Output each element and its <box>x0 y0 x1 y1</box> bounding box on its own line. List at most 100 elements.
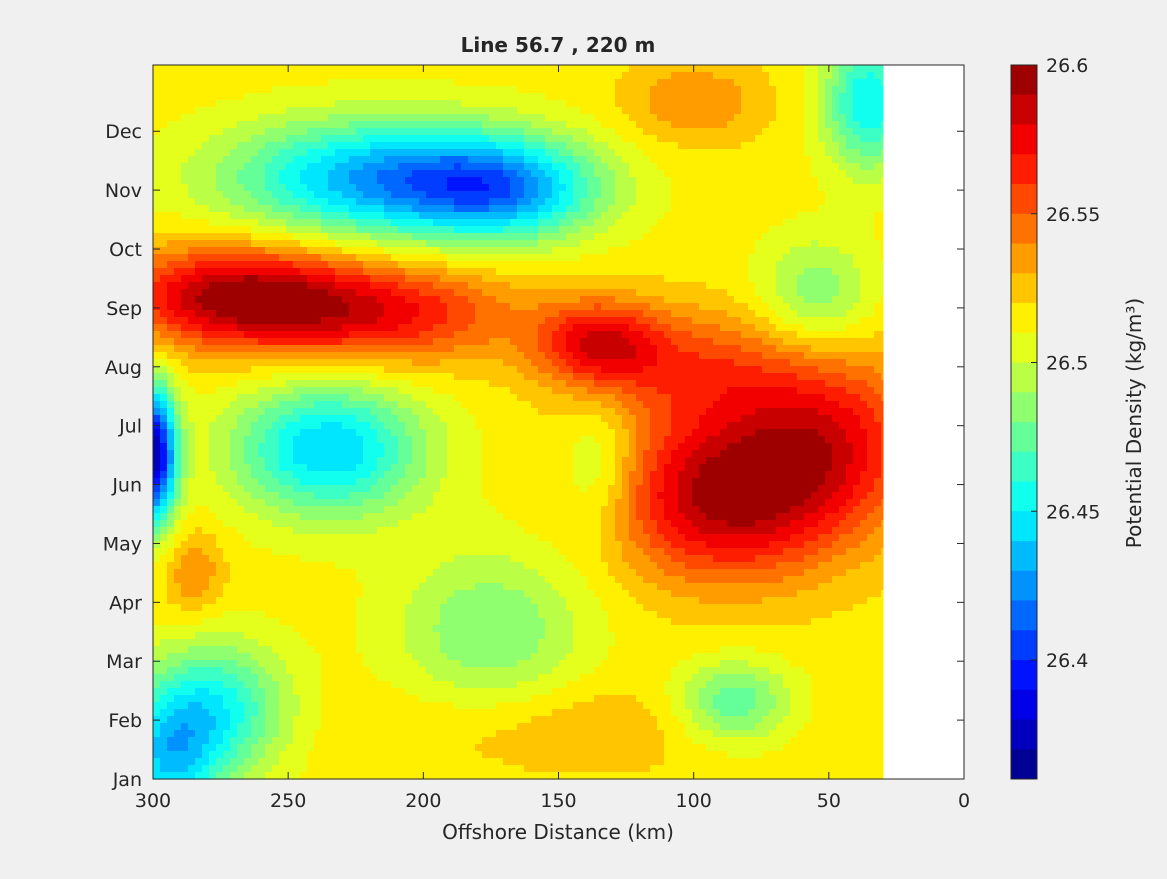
contour-cell <box>321 121 329 129</box>
contour-cell <box>524 331 532 339</box>
contour-cell <box>601 345 609 353</box>
contour-cell <box>272 373 280 381</box>
contour-cell <box>825 373 833 381</box>
contour-cell <box>657 212 665 220</box>
contour-cell <box>517 107 525 115</box>
contour-cell <box>832 86 840 94</box>
contour-cell <box>608 198 616 206</box>
contour-cell <box>468 296 476 304</box>
contour-cell <box>874 366 882 374</box>
contour-cell <box>209 345 217 353</box>
contour-cell <box>510 310 518 318</box>
contour-cell <box>174 310 182 318</box>
contour-cell <box>783 352 791 360</box>
contour-cell <box>657 373 665 381</box>
contour-cell <box>223 275 231 283</box>
contour-cell <box>587 275 595 283</box>
contour-cell <box>587 303 595 311</box>
contour-cell <box>531 240 539 248</box>
contour-cell <box>160 254 168 262</box>
contour-cell <box>552 149 560 157</box>
contour-cell <box>699 261 707 269</box>
contour-cell <box>832 296 840 304</box>
contour-cell <box>223 254 231 262</box>
contour-cell <box>545 128 553 136</box>
contour-cell <box>384 296 392 304</box>
contour-cell <box>300 394 308 402</box>
contour-cell <box>755 352 763 360</box>
contour-cell <box>188 240 196 248</box>
contour-cell <box>629 247 637 255</box>
contour-cell <box>370 303 378 311</box>
contour-cell <box>727 163 735 171</box>
contour-cell <box>419 289 427 297</box>
contour-cell <box>293 387 301 395</box>
contour-cell <box>405 345 413 353</box>
contour-cell <box>510 394 518 402</box>
contour-cell <box>860 324 868 332</box>
contour-cell <box>853 100 861 108</box>
contour-cell <box>776 324 784 332</box>
contour-cell <box>853 198 861 206</box>
contour-cell <box>468 212 476 220</box>
contour-cell <box>188 65 196 73</box>
contour-cell <box>587 198 595 206</box>
contour-cell <box>391 359 399 367</box>
contour-cell <box>160 191 168 199</box>
contour-cell <box>685 310 693 318</box>
contour-cell <box>335 163 343 171</box>
contour-cell <box>853 380 861 388</box>
contour-cell <box>671 135 679 143</box>
contour-cell <box>216 324 224 332</box>
contour-cell <box>160 128 168 136</box>
contour-cell <box>167 380 175 388</box>
contour-cell <box>636 170 644 178</box>
contour-cell <box>251 191 259 199</box>
contour-cell <box>692 240 700 248</box>
contour-cell <box>755 86 763 94</box>
contour-cell <box>251 93 259 101</box>
contour-cell <box>804 247 812 255</box>
contour-cell <box>209 107 217 115</box>
contour-cell <box>230 303 238 311</box>
contour-cell <box>559 289 567 297</box>
contour-cell <box>370 86 378 94</box>
contour-cell <box>552 128 560 136</box>
contour-cell <box>594 282 602 290</box>
contour-cell <box>496 170 504 178</box>
contour-cell <box>167 366 175 374</box>
contour-cell <box>447 352 455 360</box>
contour-cell <box>790 296 798 304</box>
contour-cell <box>755 198 763 206</box>
contour-cell <box>622 142 630 150</box>
contour-cell <box>734 142 742 150</box>
contour-cell <box>867 261 875 269</box>
contour-cell <box>587 212 595 220</box>
contour-cell <box>342 310 350 318</box>
contour-cell <box>405 282 413 290</box>
contour-cell <box>671 373 679 381</box>
contour-cell <box>461 282 469 290</box>
contour-cell <box>258 240 266 248</box>
contour-cell <box>846 240 854 248</box>
contour-cell <box>643 345 651 353</box>
contour-cell <box>230 121 238 129</box>
contour-cell <box>391 198 399 206</box>
contour-cell <box>419 247 427 255</box>
contour-cell <box>741 142 749 150</box>
contour-cell <box>209 254 217 262</box>
contour-cell <box>762 380 770 388</box>
contour-cell <box>489 128 497 136</box>
contour-cell <box>832 212 840 220</box>
contour-cell <box>790 128 798 136</box>
contour-cell <box>202 275 210 283</box>
contour-cell <box>174 296 182 304</box>
contour-cell <box>853 205 861 213</box>
contour-cell <box>552 331 560 339</box>
contour-cell <box>664 345 672 353</box>
contour-cell <box>244 205 252 213</box>
contour-cell <box>370 226 378 234</box>
contour-cell <box>762 310 770 318</box>
contour-cell <box>762 268 770 276</box>
contour-cell <box>706 373 714 381</box>
